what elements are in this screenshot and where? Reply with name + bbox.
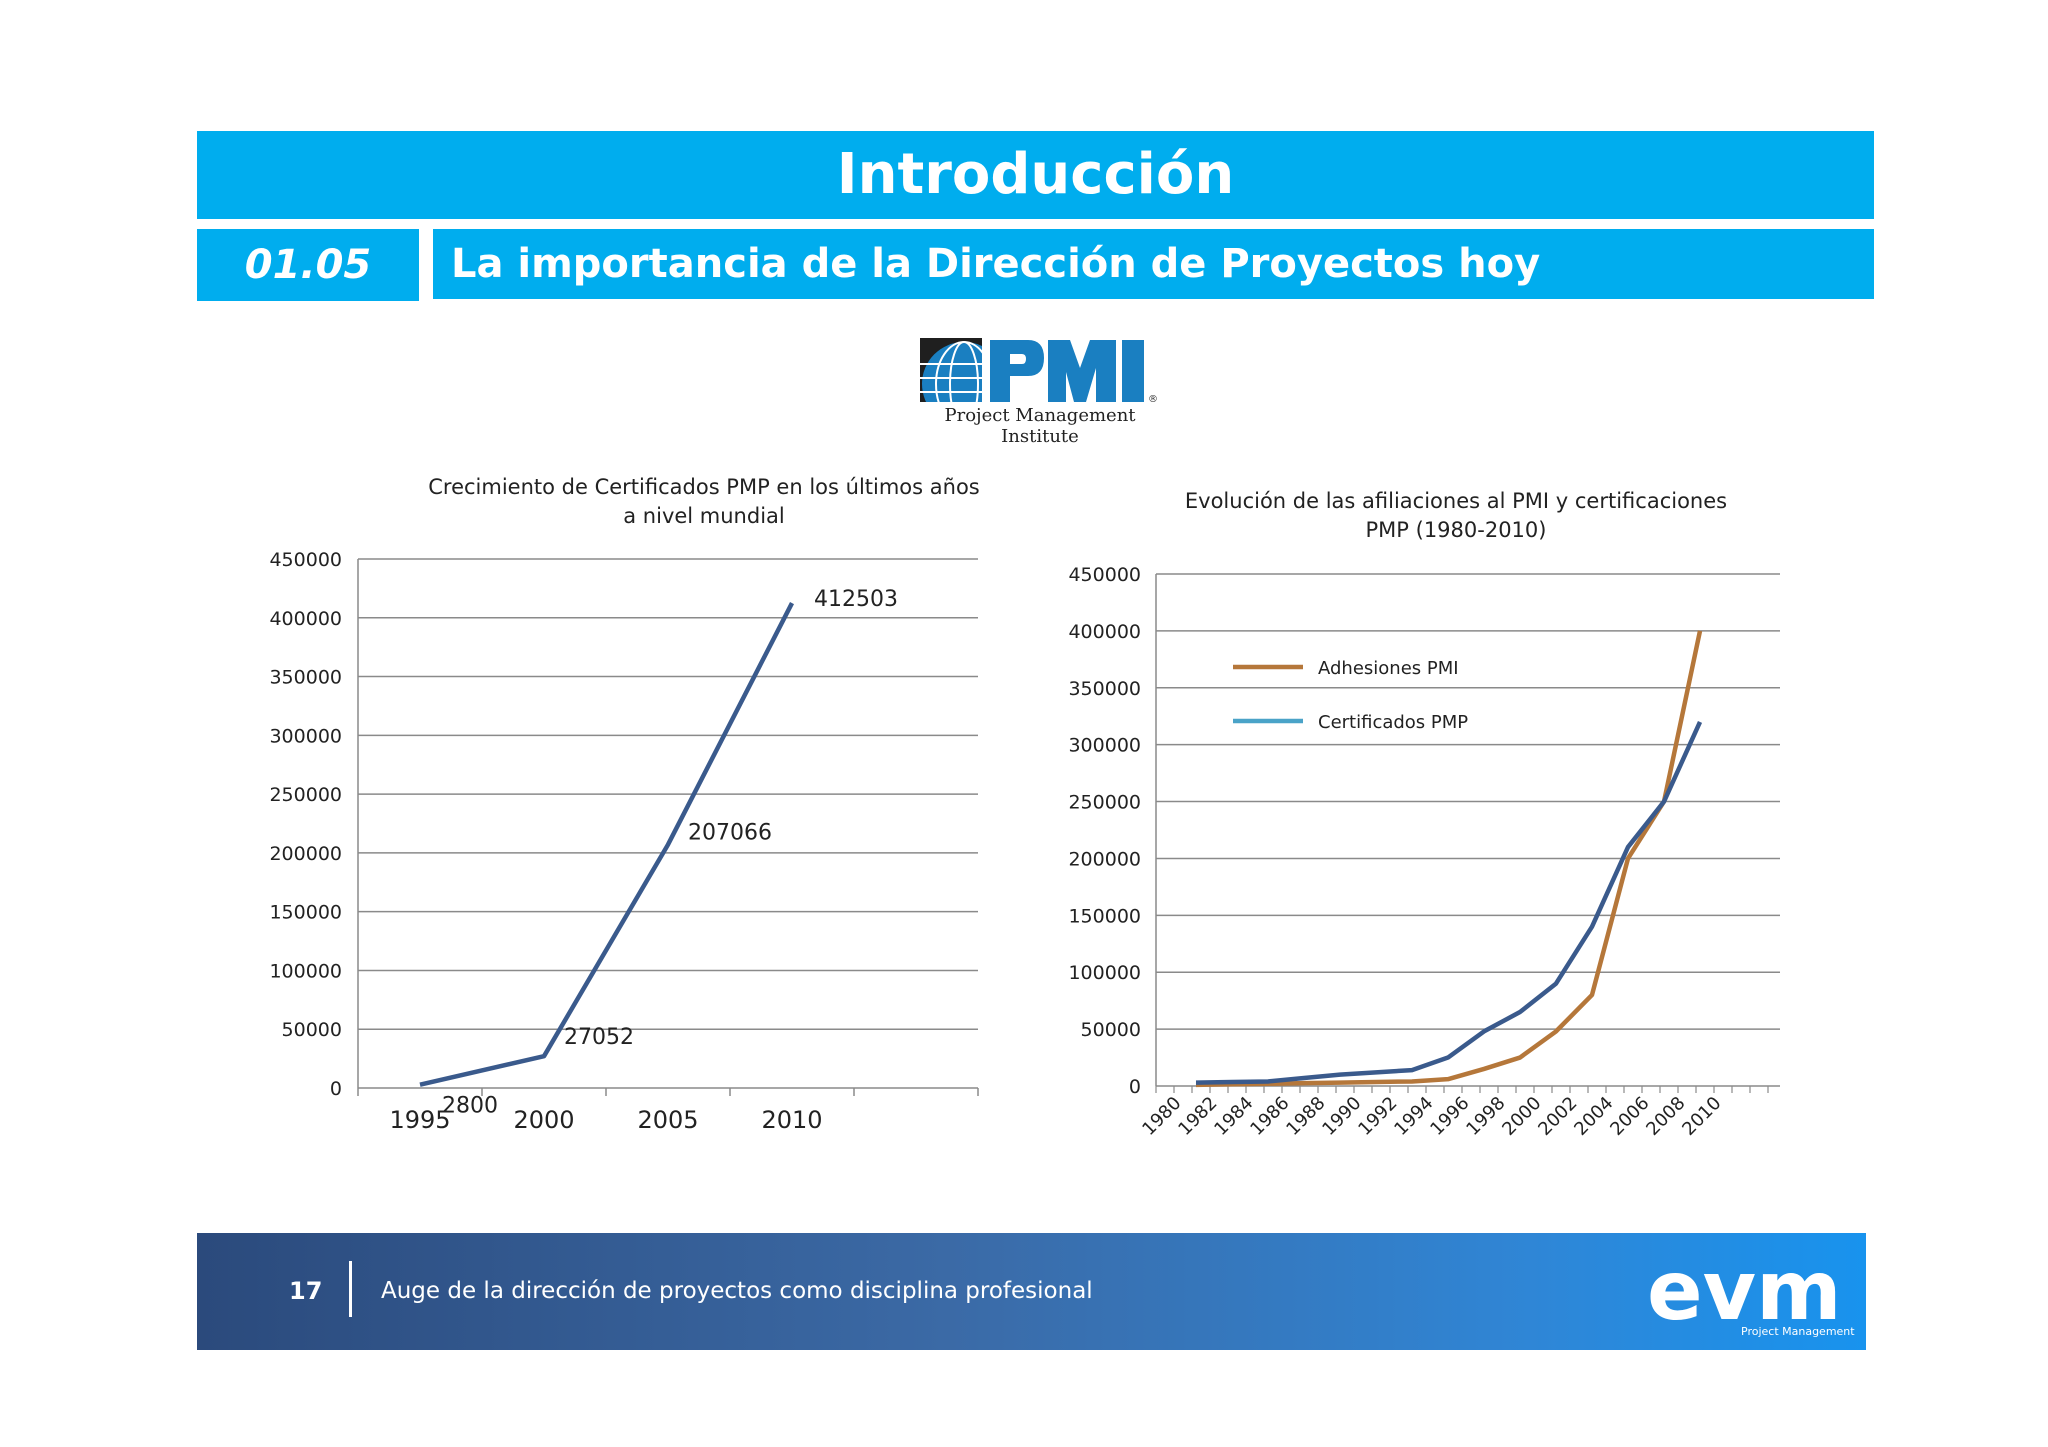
chart2-series-line-adhesiones [1195, 630, 1703, 1088]
pmi-logo-caption: Project Management Institute [944, 405, 1136, 447]
chart2-x-tick-label: 2008 [1642, 1093, 1689, 1140]
section-title-bar: La importancia de la Dirección de Proyec… [433, 229, 1874, 299]
section-number: 01.05 [244, 242, 372, 288]
chart2-x-tick-label: 1996 [1426, 1093, 1473, 1140]
footer-text: Auge de la dirección de proyectos como d… [381, 1278, 1093, 1304]
chart1-y-tick-label: 450000 [269, 549, 342, 571]
chart2-x-tick-label: 1984 [1210, 1093, 1257, 1140]
chart2-y-tick-label: 50000 [1081, 1019, 1141, 1041]
chart2-y-tick-label: 250000 [1068, 792, 1141, 814]
chart2-x-tick-label: 1988 [1282, 1093, 1329, 1140]
chart2-x-tick-label: 2002 [1534, 1093, 1581, 1140]
evm-logo-letters: evm [1647, 1244, 1842, 1339]
chart2-title-line: PMP (1980-2010) [1366, 518, 1547, 542]
chart2-y-tick-label: 200000 [1068, 848, 1141, 870]
chart2-x-tick-label: 2010 [1678, 1093, 1725, 1140]
evm-logo-subtext: Project Management [1741, 1325, 1855, 1338]
chart1-y-tick-label: 100000 [269, 960, 342, 982]
globe-icon [920, 341, 982, 402]
pmi-logo: ® [920, 338, 1158, 405]
chart2-x-tick-label: 2006 [1606, 1093, 1653, 1140]
section-number-box: 01.05 [197, 229, 419, 301]
chart1-y-tick-label: 250000 [269, 784, 342, 806]
chart1-y-tick-label: 50000 [282, 1019, 342, 1041]
chart1-data-label: 412503 [814, 587, 898, 612]
chart2-y-tick-label: 100000 [1068, 962, 1141, 984]
chart2-x-tick-label: 2000 [1498, 1093, 1545, 1140]
chart2-x-tick-label: 1982 [1174, 1093, 1221, 1140]
chart2-legend-label: Certificados PMP [1318, 712, 1468, 733]
chart2-legend-label: Adhesiones PMI [1318, 658, 1459, 679]
chart1-data-label: 207066 [688, 821, 772, 846]
chart1-title-line: a nivel mundial [623, 504, 785, 528]
chart2-x-tick-label: 1994 [1390, 1093, 1437, 1140]
chart2-y-tick-label: 300000 [1068, 735, 1141, 757]
chart1-x-tick-label: 2010 [761, 1106, 822, 1134]
pmi-letters [990, 340, 1144, 402]
section-title: La importancia de la Dirección de Proyec… [451, 241, 1541, 287]
chart2-x-tick-label: 1980 [1138, 1093, 1185, 1140]
chart2-x-tick-label: 1986 [1246, 1093, 1293, 1140]
chart1-x-tick-label: 2000 [513, 1106, 574, 1134]
chart2-x-tick-label: 1992 [1354, 1093, 1401, 1140]
chart2-x-tick-label: 1998 [1462, 1093, 1509, 1140]
chart2-y-tick-label: 450000 [1068, 564, 1141, 586]
chart1-x-tick-label: 1995 [389, 1106, 450, 1134]
chart1-y-tick-label: 200000 [269, 843, 342, 865]
chart2-x-tick-label: 1990 [1318, 1093, 1365, 1140]
chart1-title-line: Crecimiento de Certificados PMP en los ú… [428, 475, 980, 499]
chart2-y-tick-label: 350000 [1068, 678, 1141, 700]
chart1-series-line [419, 602, 795, 1087]
page-title: Introducción [836, 142, 1235, 207]
chart1-y-tick-label: 300000 [269, 725, 342, 747]
footer-divider [349, 1261, 352, 1317]
chart2-x-tick-label: 2004 [1570, 1093, 1617, 1140]
chart2-series-line-certificados [1195, 720, 1703, 1085]
registered-mark: ® [1148, 394, 1158, 405]
chart2-y-tick-label: 150000 [1068, 905, 1141, 927]
chart1-data-label: 2800 [442, 1094, 498, 1119]
chart1-y-tick-label: 0 [330, 1078, 342, 1100]
chart1-y-tick-label: 400000 [269, 608, 342, 630]
chart2-title-line: Evolución de las afiliaciones al PMI y c… [1185, 489, 1727, 513]
title-bar: Introducción [197, 131, 1874, 219]
chart1-data-label: 27052 [564, 1025, 634, 1050]
chart1-y-tick-label: 350000 [269, 667, 342, 689]
chart2-y-tick-label: 0 [1129, 1076, 1141, 1098]
chart2-y-tick-label: 400000 [1068, 621, 1141, 643]
page-number: 17 [289, 1277, 323, 1305]
chart1-y-tick-label: 150000 [269, 902, 342, 924]
chart1-x-tick-label: 2005 [637, 1106, 698, 1134]
footer-bar: 17 Auge de la dirección de proyectos com… [197, 1233, 1866, 1350]
evm-logo: evm Project Management [1647, 1244, 1855, 1339]
